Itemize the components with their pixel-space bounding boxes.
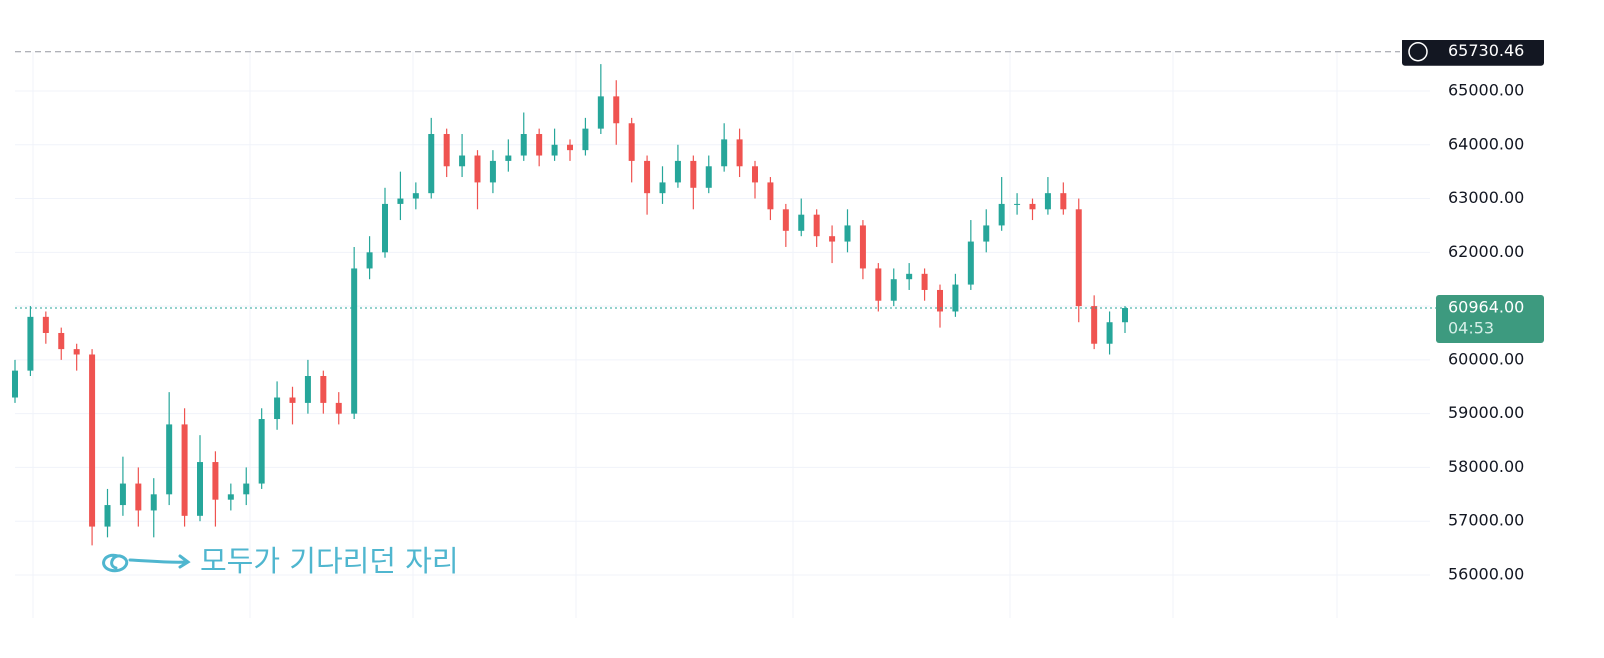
vertical-grid (32, 52, 1338, 618)
candle-body (798, 214, 805, 231)
annotation: 모두가 기다리던 자리 (200, 544, 459, 578)
candle-body (721, 139, 728, 167)
y-tick-label: 63000.00 (1448, 188, 1524, 207)
candle-body (351, 268, 358, 414)
candle-body (937, 289, 943, 312)
candle-body (212, 462, 219, 500)
top-cover (0, 0, 1604, 40)
candle-body (829, 236, 836, 242)
y-tick-label: 65000.00 (1448, 80, 1524, 99)
candle-body (73, 349, 80, 355)
candle-body (1106, 322, 1113, 344)
y-tick-label: 59000.00 (1448, 403, 1524, 422)
candle-body (42, 316, 49, 333)
candle-body (736, 139, 743, 167)
candle-body (227, 494, 234, 500)
plot: 56000.00 57000.00 58000.00 59000.00 60000.00… (0, 0, 1604, 584)
candle-body (782, 209, 789, 231)
candle-body (705, 166, 712, 188)
candle-body (89, 354, 96, 527)
candle-body (875, 268, 882, 301)
y-tick-label: 58000.00 (1448, 457, 1524, 476)
candle-body (1060, 193, 1067, 210)
candle-body (551, 144, 558, 156)
candle-body (767, 182, 774, 210)
candle-body (12, 370, 18, 398)
candle-body (166, 424, 173, 495)
marker-icon (1408, 41, 1428, 62)
candle-body (181, 424, 188, 516)
candle-body (1044, 193, 1051, 210)
candle-body (366, 252, 373, 269)
y-tick-label: 62000.00 (1448, 242, 1524, 261)
arrow (128, 554, 191, 569)
candle-body (119, 483, 126, 506)
candle-body (567, 144, 573, 151)
candle-body (998, 203, 1005, 226)
candle-body (104, 505, 111, 527)
candle-body (27, 316, 34, 371)
y-tick-label: 64000.00 (1448, 134, 1524, 153)
candle-body (335, 402, 342, 414)
candle-body (582, 128, 589, 151)
candle-body (289, 397, 296, 403)
y-tick-label: 57000.00 (1448, 511, 1524, 530)
candle-body (597, 96, 604, 129)
candle-body (659, 182, 666, 194)
candle-body (690, 160, 697, 188)
candle-body (628, 123, 635, 161)
candle-body (890, 279, 897, 301)
marker-label: 65730.46 (1448, 41, 1524, 60)
candle-body (906, 273, 913, 280)
marker-tag (1402, 37, 1544, 66)
candle-body (135, 483, 142, 511)
candle-body (150, 494, 157, 511)
candle-body (459, 155, 466, 167)
y-tick-label: 60000.00 (1448, 349, 1524, 368)
candle-body (428, 134, 435, 194)
candle-body (412, 193, 419, 199)
candle-body (844, 225, 851, 242)
candle-body (274, 397, 281, 420)
candle-body (921, 273, 928, 290)
y-tick-label: 56000.00 (1448, 564, 1524, 583)
candle-body (258, 419, 265, 484)
candle-body (1091, 306, 1098, 344)
candle-body (382, 203, 388, 253)
candle-body (397, 198, 404, 204)
candle-body (983, 225, 990, 242)
candle-body (520, 134, 527, 156)
candle-body (243, 483, 250, 495)
candle-body (474, 155, 481, 183)
candle-body (752, 166, 758, 183)
candle-body (489, 160, 496, 183)
candle-body (505, 155, 512, 161)
last-price-label: 60964.00 (1448, 298, 1524, 317)
scribble (102, 553, 129, 573)
candle-body (813, 214, 820, 237)
candle-body (967, 241, 974, 285)
last-price-tag (1436, 295, 1544, 344)
candle-body (304, 376, 311, 403)
countdown: 04:53 (1448, 319, 1494, 338)
annotation-arrow (102, 553, 191, 573)
candle-body (443, 134, 450, 167)
candle-body (1075, 209, 1082, 307)
candle-body (58, 332, 65, 350)
candle-body (952, 284, 959, 312)
candle-body (320, 376, 327, 403)
candle-body (536, 134, 543, 156)
candle-body (1014, 203, 1021, 205)
candle-body (859, 225, 866, 269)
candle-body (644, 160, 651, 194)
candle-body (1122, 308, 1128, 323)
candle-body (1029, 203, 1036, 210)
candle-body (674, 160, 681, 183)
candle-body (613, 96, 620, 124)
candle-body (197, 462, 203, 516)
